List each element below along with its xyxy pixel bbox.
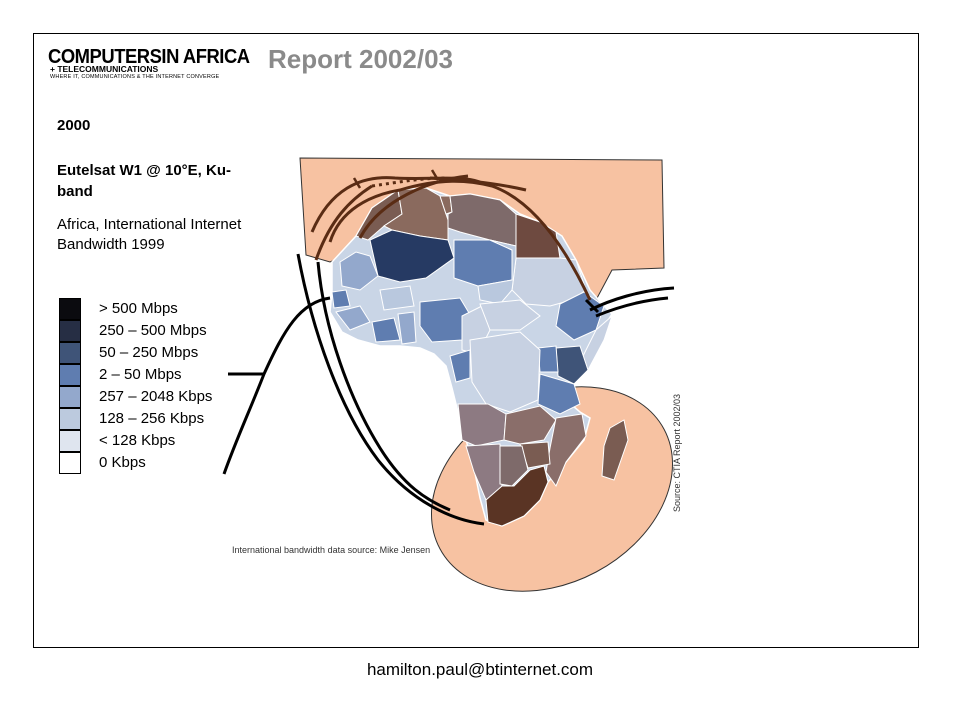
legend-swatch <box>59 408 81 430</box>
country-burkina-faso <box>379 285 415 311</box>
legend-item: 257 – 2048 Kbps <box>59 386 259 408</box>
legend-item: 2 – 50 Mbps <box>59 364 259 386</box>
logo-subline: + TELECOMMUNICATIONS <box>50 64 159 74</box>
country-botswana <box>499 445 529 487</box>
logo-tagline: WHERE IT, COMMUNICATIONS & THE INTERNET … <box>50 74 220 80</box>
country-madagascar <box>601 419 629 481</box>
uplink-line <box>589 286 675 312</box>
uplink-line <box>584 298 600 314</box>
legend-swatch <box>59 452 81 474</box>
uplink-line <box>595 296 669 318</box>
legend-swatch <box>59 364 81 386</box>
coverage-dotted-line <box>371 176 449 188</box>
legend-label: 128 – 256 Kbps <box>99 410 205 427</box>
legend-swatch <box>59 386 81 408</box>
legend-swatch <box>59 430 81 452</box>
map-caption: Africa, International Internet Bandwidth… <box>57 216 242 253</box>
country-niger <box>453 239 513 287</box>
legend-item: < 128 Kbps <box>59 430 259 452</box>
country-chad <box>477 239 517 305</box>
country-guinea <box>335 305 371 331</box>
legend-swatch <box>59 342 81 364</box>
logo-wordmark: COMPUTERSIN AFRICA <box>48 46 250 68</box>
legend-label: 2 – 50 Mbps <box>99 366 182 383</box>
country-cote-divoire <box>371 317 401 343</box>
legend-swatch <box>59 298 81 320</box>
year-label: 2000 <box>57 117 91 134</box>
coverage-tick <box>352 169 440 189</box>
country-car <box>479 299 541 331</box>
country-angola <box>457 403 507 447</box>
legend-label: 250 – 500 Mbps <box>99 322 207 339</box>
legend-swatch <box>59 320 81 342</box>
legend-item: > 500 Mbps <box>59 298 259 320</box>
legend-label: < 128 Kbps <box>99 432 176 449</box>
report-title: Report 2002/03 <box>268 44 453 74</box>
legend-item: 250 – 500 Mbps <box>59 320 259 342</box>
legend-label: 257 – 2048 Kbps <box>99 388 213 405</box>
legend-item: 128 – 256 Kbps <box>59 408 259 430</box>
legend-label: 0 Kbps <box>99 454 146 471</box>
satellite-label: Eutelsat W1 @ 10°E, Ku-band <box>57 162 231 200</box>
legend-label: > 500 Mbps <box>99 300 178 317</box>
country-uganda <box>537 345 559 373</box>
legend-item: 50 – 250 Mbps <box>59 342 259 364</box>
country-south-africa <box>485 465 549 527</box>
source-ctia-label: Source: CTIA Report 2002/03 <box>672 393 682 512</box>
country-drc <box>469 331 541 413</box>
legend-label: 50 – 250 Mbps <box>99 344 199 361</box>
country-ghana <box>397 311 417 345</box>
uplink-line <box>296 253 485 526</box>
country-mauritania <box>339 251 379 291</box>
country-senegal <box>331 289 351 309</box>
country-congo <box>449 349 471 383</box>
coverage-line <box>358 174 469 239</box>
coverage-line <box>314 184 373 261</box>
country-zambia <box>503 405 557 445</box>
footer-email: hamilton.paul@btinternet.com <box>366 660 594 679</box>
source-data-label: International bandwidth data source: Mik… <box>232 545 431 555</box>
computers-in-africa-logo: COMPUTERSIN AFRICA + TELECOMMUNICATIONS … <box>48 46 260 82</box>
uplink-line <box>316 261 451 512</box>
legend-item: 0 Kbps <box>59 452 259 474</box>
